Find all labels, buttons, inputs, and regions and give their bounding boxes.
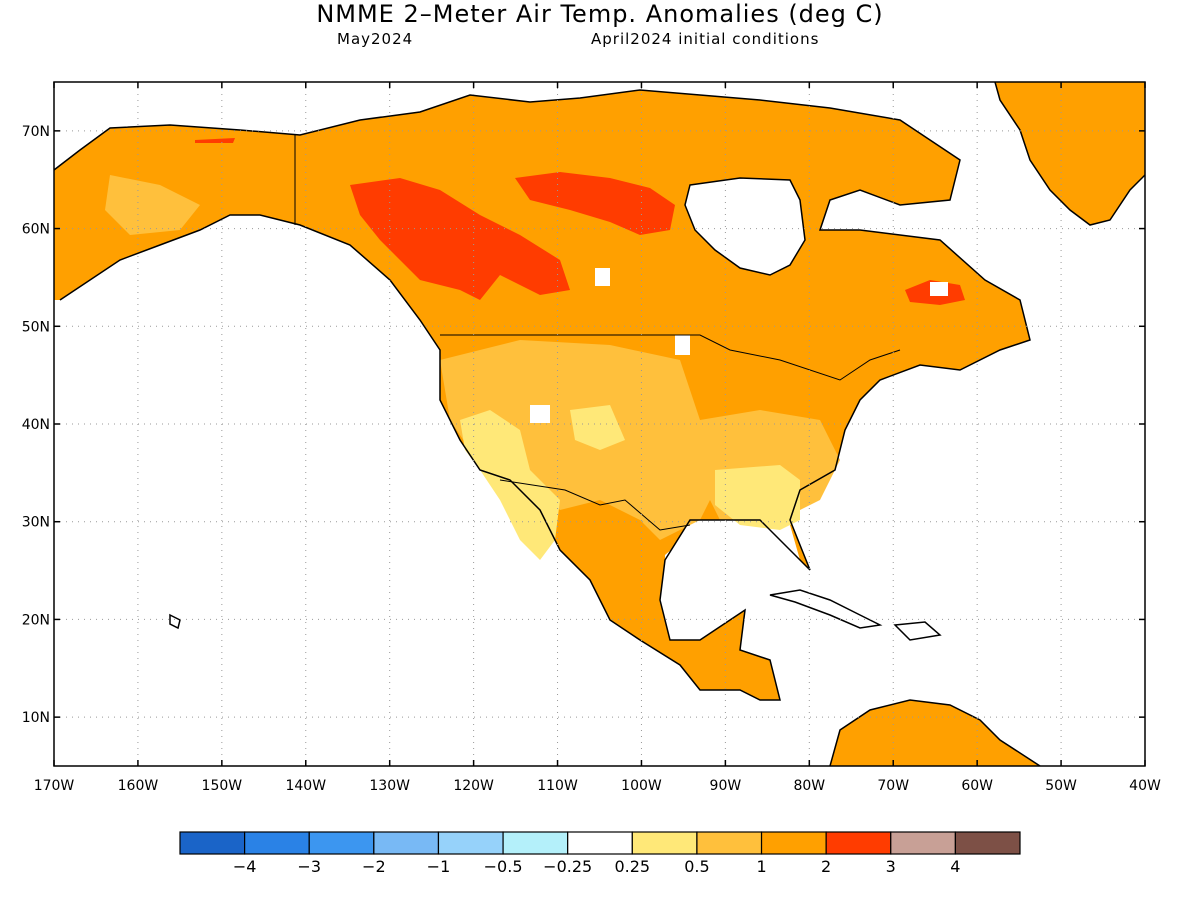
colorbar-swatch [954,831,1021,855]
california-yellow-area [460,410,560,560]
us-mexico-border [499,479,691,531]
colorbar-label: 1 [756,857,766,876]
greenland-land [995,82,1145,225]
colorbar-label: −4 [233,857,257,876]
colorbar-label: 4 [950,857,960,876]
hudson-bay [685,178,805,275]
coastline-layer [54,82,1145,766]
colorbar-label: −2 [362,857,386,876]
colorbar-swatch [825,831,892,855]
colorbar-swatch [631,831,698,855]
lat-tick-label: 20N [22,612,50,628]
lon-tick-label: 100W [621,778,662,794]
white-patch-2 [675,335,690,355]
hawaii-outline [169,613,181,630]
colorbar-swatch [437,831,504,855]
colorbar-swatch [244,831,310,855]
lon-tick-label: 160W [118,778,159,794]
axis-ticks: 70N 60N 50N 40N 30N 20N 10N 170W 160W 150W 140W 130… [22,82,1161,794]
lon-tick-label: 60W [961,778,993,794]
lon-tick-label: 50W [1045,778,1077,794]
colorbar-label: −1 [427,857,451,876]
lon-tick-label: 110W [537,778,578,794]
alaska-yellow-area [105,175,200,235]
colorbar-label: −3 [297,857,321,876]
us-canada-border [440,334,901,381]
lat-tick-label: 40N [22,417,50,433]
lon-tick-label: 140W [285,778,326,794]
colorbar-label: 3 [886,857,896,876]
white-patch-3 [930,282,948,296]
cuba-outline [769,589,883,629]
colorbar-swatch [373,831,440,855]
colorbar-swatch [502,831,569,855]
south-america-coastline [829,699,1041,766]
lon-tick-label: 80W [793,778,825,794]
lon-tick-label: 90W [710,778,742,794]
colorbar-label: 0.25 [614,857,650,876]
map-fill-layer [54,82,1145,766]
utah-yellow-area [570,405,625,450]
colorbar-swatch [567,831,633,855]
lon-tick-label: 120W [453,778,494,794]
white-patch-4 [595,268,610,286]
deep-south-yellow-area [715,465,800,530]
hispaniola-outline [893,621,942,641]
white-patch-1 [530,405,550,423]
lat-tick-label: 70N [22,124,50,140]
north-america-coastline [54,89,1031,701]
colorbar-swatch [760,831,827,855]
colorbar-swatch [890,831,956,855]
colorbar-swatch [179,831,246,855]
greenland-coastline [994,82,1145,226]
colorbar-label: 2 [821,857,831,876]
initial-conditions: April2024 initial conditions [591,30,820,48]
forecast-month: May2024 [337,30,414,48]
colorbar-swatch [696,831,763,855]
lon-tick-label: 40W [1129,778,1161,794]
colorbar: −4 −3 −2 −1 −0.5 −0.25 0.25 0.5 1 2 3 4 [179,831,1021,876]
lon-tick-label: 170W [34,778,75,794]
lat-tick-label: 10N [22,710,50,726]
lat-tick-label: 60N [22,222,50,238]
lat-tick-label: 50N [22,319,50,335]
colorbar-label: −0.5 [484,857,523,876]
lon-tick-label: 130W [369,778,410,794]
colorbar-label: −0.25 [543,857,592,876]
northern-canada-red-area [515,172,675,235]
colorbar-label: 0.5 [684,857,709,876]
hudson-bay-coastline [684,177,806,276]
south-america-land [830,700,1040,766]
gulf-of-mexico [665,520,800,610]
grid-lines [54,82,1145,766]
alaska-red-area [195,138,235,143]
lon-tick-label: 70W [877,778,909,794]
colorbar-swatch [308,831,375,855]
map-title: NMME 2–Meter Air Temp. Anomalies (deg C) [316,0,884,28]
western-canada-red-area [350,178,570,300]
lon-tick-label: 150W [202,778,243,794]
lat-tick-label: 30N [22,515,50,531]
